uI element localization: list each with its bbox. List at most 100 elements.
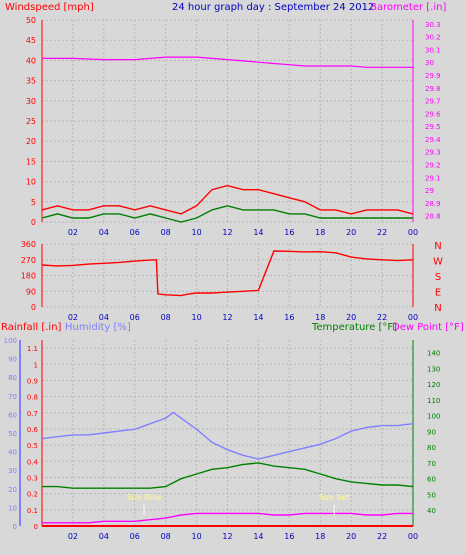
right-tick-label: 29.7 [425, 98, 441, 106]
compass-label: N [434, 241, 441, 252]
wind-grid [41, 19, 414, 223]
dewpoint-axis-label: Dew Point [°F] [392, 322, 464, 333]
x-tick-label: 20 [346, 532, 356, 541]
humidity-tick-label: 40 [8, 449, 17, 457]
humidity-tick-label: 100 [4, 337, 17, 345]
dir-tick-label: 0 [31, 303, 36, 312]
right-tick-label: 29.8 [425, 85, 441, 93]
x-tick-label: 04 [99, 228, 109, 237]
series-temperature [42, 462, 414, 489]
temp-tick-label: 90 [427, 428, 436, 436]
left-tick-label: 30 [26, 97, 36, 106]
x-tick-label: 04 [99, 532, 109, 541]
dir-tick-label: 180 [21, 272, 36, 281]
x-tick-label: 06 [130, 313, 140, 322]
rain-tick-label: 0.7 [27, 410, 38, 418]
x-tick-label: 14 [253, 532, 263, 541]
humidity-tick-label: 70 [8, 393, 17, 401]
temp-tick-label: 70 [427, 460, 436, 468]
temp-tick-label: 40 [427, 507, 436, 515]
series-wind-speed [41, 205, 413, 223]
dir-tick-label: 90 [26, 287, 36, 296]
rainfall-axis-label: Rainfall [.in] [1, 322, 62, 333]
left-tick-label: 25 [26, 117, 36, 126]
left-tick-label: 5 [31, 198, 36, 207]
left-tick-label: 10 [26, 178, 36, 187]
x-tick-label: 22 [377, 228, 387, 237]
x-tick-label: 10 [191, 532, 201, 541]
series-barometer [42, 56, 413, 68]
x-tick-label: 16 [284, 532, 294, 541]
x-tick-label: 16 [284, 313, 294, 322]
x-tick-label: 08 [161, 313, 171, 322]
humidity-tick-label: 0 [13, 523, 17, 531]
left-tick-label: 20 [26, 137, 36, 146]
humidity-tick-label: 30 [8, 467, 17, 475]
x-tick-label: 22 [377, 532, 387, 541]
temp-tick-label: 130 [427, 365, 440, 373]
humidity-axis-label: Humidity [%] [65, 322, 131, 333]
temp-tick-label: 100 [427, 413, 440, 421]
right-tick-label: 30 [425, 59, 434, 67]
right-tick-label: 30.3 [425, 21, 441, 29]
temp-tick-label: 50 [427, 491, 436, 499]
x-tick-label: 20 [346, 313, 356, 322]
x-tick-label: 08 [161, 228, 171, 237]
x-tick-label: 06 [130, 532, 140, 541]
rain-tick-label: 0.8 [27, 394, 38, 402]
left-tick-label: 35 [26, 77, 36, 86]
right-tick-label: 29.9 [425, 72, 441, 80]
rain-tick-label: 0.2 [27, 491, 38, 499]
right-tick-label: 29.4 [425, 136, 441, 144]
right-tick-label: 29.5 [425, 123, 441, 131]
x-tick-label: 08 [161, 532, 171, 541]
series-wind-direction [41, 250, 414, 297]
x-tick-label: 06 [130, 228, 140, 237]
annotation-label: Sun Set [319, 493, 350, 502]
left-tick-label: 15 [26, 157, 36, 166]
temp-tick-label: 60 [427, 476, 436, 484]
temp-tick-label: 120 [427, 381, 440, 389]
rain-tick-label: 0.6 [27, 426, 39, 434]
annotations: Sun Rise Sun Set [127, 493, 350, 515]
humidity-tick-label: 80 [8, 374, 17, 382]
right-tick-label: 30.1 [425, 46, 441, 54]
x-tick-label: 00 [408, 228, 418, 237]
direction-grid [41, 243, 414, 308]
x-tick-label: 18 [315, 313, 325, 322]
left-tick-label: 45 [26, 36, 36, 45]
chart-title: 24 hour graph day : September 24 2012 [172, 2, 374, 13]
right-tick-label: 29.6 [425, 110, 441, 118]
x-tick-label: 14 [253, 228, 263, 237]
right-tick-label: 29 [425, 187, 434, 195]
temperature-axis-label: Temperature [°F] [311, 322, 397, 333]
x-tick-label: 12 [222, 313, 232, 322]
axis-ticks: 02 04 06 08 10 12 14 16 18 20 22 000510152025303540… [4, 16, 443, 541]
x-tick-label: 00 [408, 313, 418, 322]
right-tick-label: 29.1 [425, 174, 441, 182]
compass-label: E [435, 288, 441, 299]
series-humidity [41, 411, 414, 460]
x-tick-label: 14 [253, 313, 263, 322]
x-tick-label: 10 [191, 313, 201, 322]
rain-tick-label: 0.5 [27, 442, 38, 450]
x-tick-label: 18 [315, 228, 325, 237]
x-tick-label: 04 [99, 313, 109, 322]
left-tick-label: 50 [26, 16, 36, 25]
compass-label: N [434, 303, 441, 314]
right-tick-label: 28.8 [425, 213, 441, 221]
data-series [41, 56, 414, 527]
rain-tick-label: 0.9 [27, 377, 38, 385]
rain-tick-label: 0.3 [27, 474, 38, 482]
temp-tick-label: 110 [427, 397, 440, 405]
x-tick-label: 16 [284, 228, 294, 237]
humidity-tick-label: 50 [8, 430, 17, 438]
x-tick-label: 02 [68, 532, 78, 541]
rain-tick-label: 0 [34, 523, 38, 531]
climate-grid [19, 340, 414, 527]
x-tick-label: 20 [346, 228, 356, 237]
humidity-tick-label: 90 [8, 356, 17, 364]
compass-label: W [433, 257, 443, 268]
